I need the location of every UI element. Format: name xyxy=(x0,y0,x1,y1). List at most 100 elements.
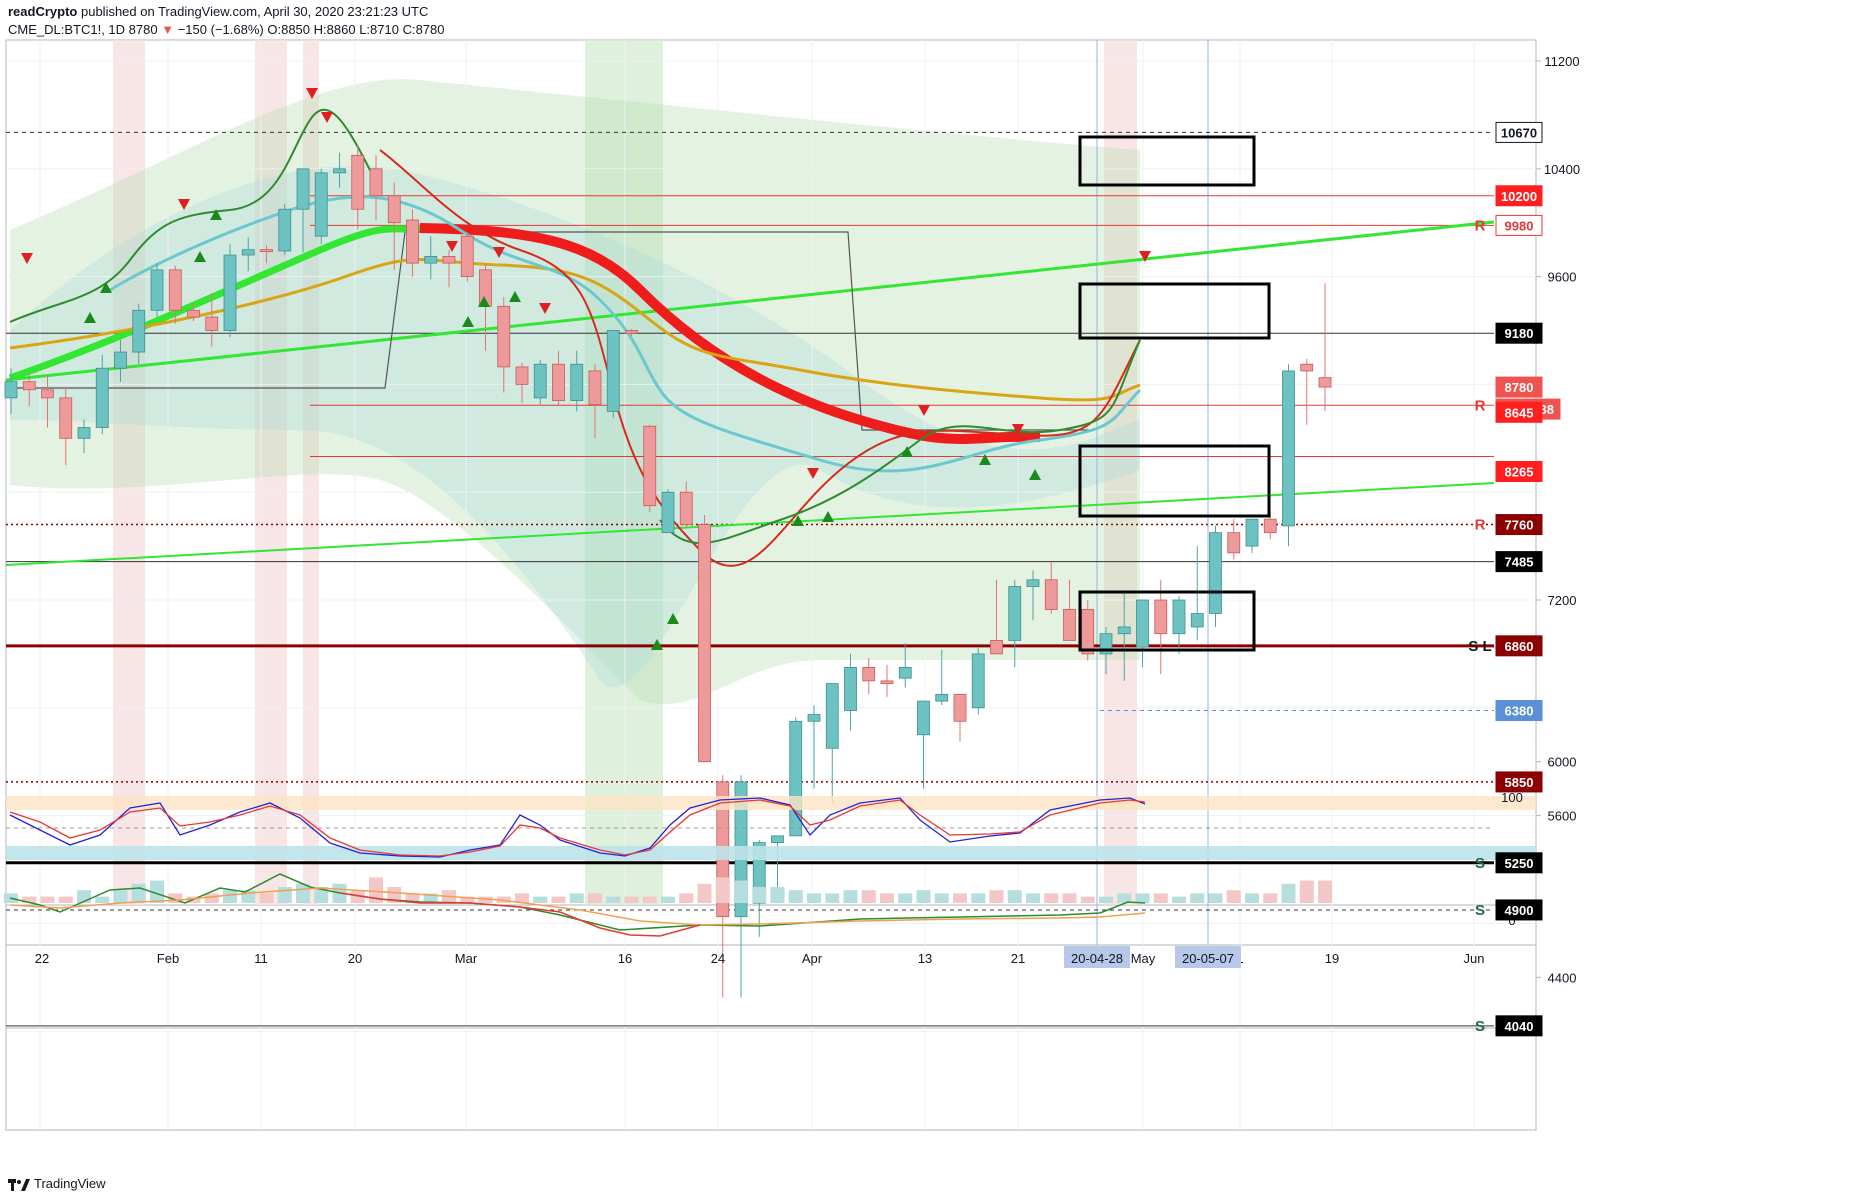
x-tick-label: Feb xyxy=(157,951,179,966)
candle xyxy=(1300,358,1314,425)
candle xyxy=(552,350,565,406)
candle-body xyxy=(1209,532,1222,614)
sell-signal-icon xyxy=(21,253,33,264)
candle xyxy=(953,693,967,742)
x-tick-label: 22 xyxy=(35,951,49,966)
candle xyxy=(789,717,803,837)
volume-bar xyxy=(1007,890,1022,903)
publisher-name[interactable]: readCrypto xyxy=(8,4,78,19)
candle-body xyxy=(606,330,620,412)
volume-bar xyxy=(1245,893,1259,903)
price-label-bg xyxy=(1495,771,1543,793)
ma-darkgreen-late xyxy=(659,339,1141,544)
sell-signal-icon xyxy=(493,247,505,258)
volume-bar xyxy=(715,877,730,903)
osc-axis-label: 100 xyxy=(1501,790,1523,805)
price-label-bg xyxy=(1495,185,1543,207)
volume-bar xyxy=(551,896,566,903)
candle-body xyxy=(825,683,839,749)
price-label: 6380 xyxy=(1505,704,1534,719)
volume-bar xyxy=(1044,893,1059,903)
momentum-neg-line xyxy=(339,892,701,937)
buy-signal-icon xyxy=(100,282,112,293)
candle-body xyxy=(1263,518,1277,534)
pink-band xyxy=(113,40,145,905)
candle-body xyxy=(971,653,985,709)
volume-bar xyxy=(223,890,237,903)
sell-signal-icon xyxy=(807,468,819,479)
volume-bar xyxy=(989,890,1004,903)
candle-body xyxy=(241,249,255,256)
ma-cyan xyxy=(109,195,1142,473)
candle-body xyxy=(1245,518,1259,547)
candle-body xyxy=(661,491,675,534)
x-tick-label: May xyxy=(1131,951,1156,966)
candle xyxy=(278,203,292,256)
candle xyxy=(807,705,821,789)
candle xyxy=(442,249,456,288)
volume-bar xyxy=(807,893,821,903)
candle xyxy=(77,419,91,454)
candle-body xyxy=(552,363,565,401)
candle-body xyxy=(1026,579,1040,587)
candle xyxy=(1209,525,1222,627)
candle-body xyxy=(990,640,1003,655)
candle xyxy=(406,209,419,277)
x-tick-label: 20 xyxy=(348,951,362,966)
price-label-bg xyxy=(1495,852,1543,874)
volume-bar xyxy=(679,893,694,903)
volume-bar xyxy=(1172,896,1186,903)
volume-bar xyxy=(1263,893,1278,903)
price-label-bg xyxy=(1495,635,1543,657)
date-label: 20-05-07 xyxy=(1182,951,1234,966)
price-label-bg xyxy=(1495,322,1543,344)
price-label: 9980 xyxy=(1505,218,1534,233)
candle-body xyxy=(898,666,912,679)
candle-body xyxy=(844,666,857,711)
price-label-bg xyxy=(1495,121,1543,143)
volume-bar xyxy=(168,893,183,903)
volume-bar xyxy=(113,890,128,903)
oversold-band xyxy=(6,846,1536,860)
candle xyxy=(4,368,18,415)
candle-body xyxy=(260,249,273,253)
level-marker: S xyxy=(1475,902,1485,919)
candle-body xyxy=(643,425,657,507)
candle-body xyxy=(625,330,638,334)
candle-body xyxy=(1154,599,1168,635)
volume-bar xyxy=(405,893,420,903)
volume-bar xyxy=(58,896,73,903)
price-label: 8265 xyxy=(1505,465,1534,480)
candle-body xyxy=(314,172,328,237)
volume-bar xyxy=(95,896,110,903)
date-label-bg xyxy=(1064,946,1130,968)
y-tick-label: 6000 xyxy=(1548,755,1577,770)
level-marker: S xyxy=(1475,855,1485,872)
sell-signal-icon xyxy=(321,112,333,123)
down-arrow-icon: ▼ xyxy=(161,22,175,37)
candle-body xyxy=(935,693,949,702)
buy-signal-icon xyxy=(667,613,679,624)
symbol-label[interactable]: CME_DL:BTC1!, 1D xyxy=(8,22,126,37)
x-tick-label: Mar xyxy=(455,951,478,966)
footer-brand[interactable]: TradingView xyxy=(8,1176,106,1191)
buy-signal-icon xyxy=(651,639,663,650)
price-label-bg xyxy=(1495,401,1543,423)
price-change: −150 (−1.68%) xyxy=(177,22,264,37)
candle xyxy=(223,244,237,338)
candle-body xyxy=(1081,609,1095,655)
x-tick-label: 16 xyxy=(618,951,632,966)
candle xyxy=(935,649,949,706)
level-marker: R xyxy=(1475,397,1486,414)
level-marker: R xyxy=(1475,517,1486,534)
candle xyxy=(570,350,584,412)
candle-body xyxy=(333,168,346,174)
buy-signal-icon xyxy=(210,209,222,220)
candle xyxy=(1172,595,1186,654)
sell-signal-icon xyxy=(446,241,458,252)
candle xyxy=(1154,579,1168,675)
candle xyxy=(387,182,401,270)
volume-bar xyxy=(971,893,986,903)
